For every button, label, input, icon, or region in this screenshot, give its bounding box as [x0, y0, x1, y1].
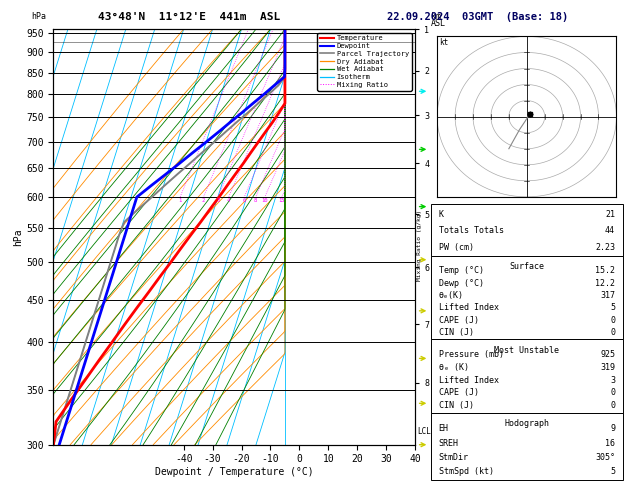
Text: km: km	[431, 12, 441, 21]
Legend: Temperature, Dewpoint, Parcel Trajectory, Dry Adiabat, Wet Adiabat, Isotherm, Mi: Temperature, Dewpoint, Parcel Trajectory…	[317, 33, 411, 90]
Text: 925: 925	[600, 350, 615, 359]
Text: Temp (°C): Temp (°C)	[438, 266, 484, 276]
Text: 21: 21	[605, 209, 615, 219]
Text: CIN (J): CIN (J)	[438, 328, 474, 337]
Text: SREH: SREH	[438, 439, 459, 448]
Text: EH: EH	[438, 424, 448, 434]
Text: 6: 6	[243, 197, 246, 203]
Text: 22.09.2024  03GMT  (Base: 18): 22.09.2024 03GMT (Base: 18)	[387, 12, 569, 22]
Text: 8: 8	[254, 197, 257, 203]
Text: CAPE (J): CAPE (J)	[438, 315, 479, 325]
Text: θₑ(K): θₑ(K)	[438, 291, 464, 300]
Text: 15: 15	[279, 197, 285, 203]
Text: StmDir: StmDir	[438, 453, 469, 462]
Text: 5: 5	[610, 303, 615, 312]
Text: ASL: ASL	[431, 19, 446, 29]
Text: 0: 0	[610, 315, 615, 325]
Text: Most Unstable: Most Unstable	[494, 346, 559, 355]
Text: 2: 2	[202, 197, 205, 203]
Text: 12.2: 12.2	[595, 278, 615, 288]
Text: Pressure (mb): Pressure (mb)	[438, 350, 504, 359]
Text: 2.23: 2.23	[595, 243, 615, 252]
Text: 1: 1	[179, 197, 182, 203]
Text: Lifted Index: Lifted Index	[438, 376, 499, 384]
Text: 3: 3	[216, 197, 220, 203]
Bar	[431, 204, 623, 256]
Text: 43°48'N  11°12'E  441m  ASL: 43°48'N 11°12'E 441m ASL	[97, 12, 280, 22]
Y-axis label: hPa: hPa	[13, 228, 23, 246]
Text: Surface: Surface	[509, 262, 544, 271]
Text: θₑ (K): θₑ (K)	[438, 363, 469, 372]
Text: kt: kt	[439, 38, 448, 47]
Bar	[431, 339, 623, 413]
Text: Lifted Index: Lifted Index	[438, 303, 499, 312]
Text: CIN (J): CIN (J)	[438, 401, 474, 410]
Text: 317: 317	[600, 291, 615, 300]
Text: 305°: 305°	[595, 453, 615, 462]
Text: 15.2: 15.2	[595, 266, 615, 276]
Text: Mixing Ratio (g/kg): Mixing Ratio (g/kg)	[417, 210, 422, 281]
Text: Dewp (°C): Dewp (°C)	[438, 278, 484, 288]
Text: 4: 4	[227, 197, 230, 203]
Bar	[431, 256, 623, 339]
Text: LCL: LCL	[417, 427, 431, 436]
Text: 0: 0	[610, 401, 615, 410]
Text: hPa: hPa	[31, 12, 47, 21]
Text: Hodograph: Hodograph	[504, 419, 549, 428]
Text: 319: 319	[600, 363, 615, 372]
Text: 10: 10	[262, 197, 268, 203]
Text: 3: 3	[610, 376, 615, 384]
Text: 16: 16	[605, 439, 615, 448]
Text: K: K	[438, 209, 443, 219]
Text: StmSpd (kt): StmSpd (kt)	[438, 468, 494, 476]
Text: 0: 0	[610, 328, 615, 337]
Text: 0: 0	[610, 388, 615, 397]
Text: 9: 9	[610, 424, 615, 434]
Bar	[431, 413, 623, 480]
Text: 44: 44	[605, 226, 615, 235]
Text: CAPE (J): CAPE (J)	[438, 388, 479, 397]
X-axis label: Dewpoint / Temperature (°C): Dewpoint / Temperature (°C)	[155, 467, 314, 477]
Text: 5: 5	[610, 468, 615, 476]
Text: PW (cm): PW (cm)	[438, 243, 474, 252]
Text: Totals Totals: Totals Totals	[438, 226, 504, 235]
